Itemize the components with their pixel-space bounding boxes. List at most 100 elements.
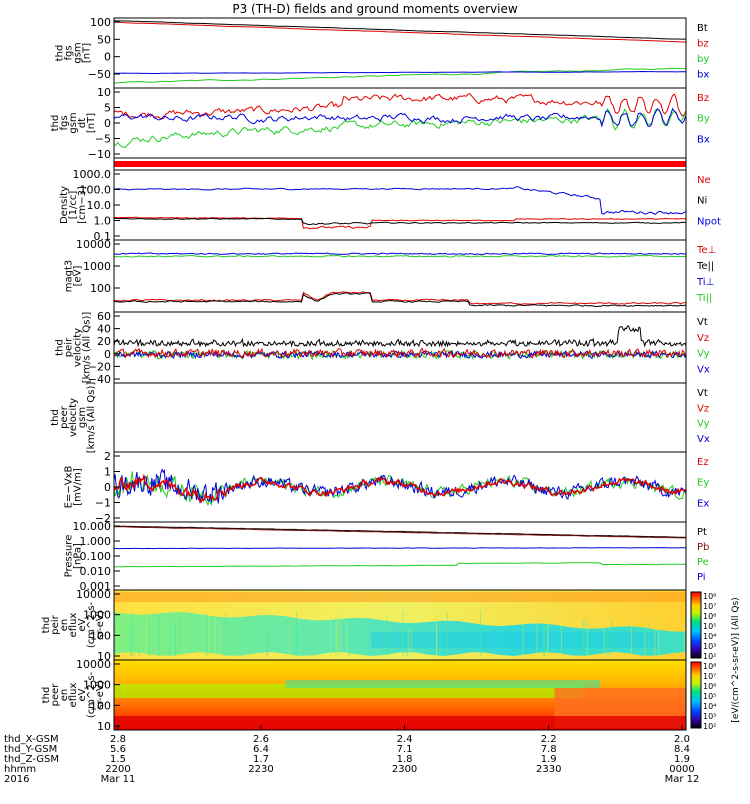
panel-peer-velocity-ylabel: velocity <box>68 398 79 437</box>
panel-efield-ylabel: [mV/m] <box>73 468 84 506</box>
colorbar-tick-label: 10⁶ <box>703 682 716 691</box>
panel-fgs-gsm-tick-label: 0 <box>104 51 111 64</box>
series-line-Bx <box>113 107 687 128</box>
series-line-bx <box>114 70 686 74</box>
panel-pressure-tick-label: 0.100 <box>80 550 112 563</box>
panel-peir-spectrogram-ylabel: eV <box>77 618 88 631</box>
series-line-Te⊥ <box>113 291 687 305</box>
panel-fgs-gsm-legend-1: bz <box>697 39 709 50</box>
panel-peir-spectrogram-ylabel: peir <box>50 614 61 634</box>
panel-fgs-dt-ylabel: fgs <box>59 115 70 130</box>
x-row-label: thd_Z-GSM <box>4 754 59 765</box>
x-tick-label: 2.2 <box>541 734 557 745</box>
x-tick-label: 7.8 <box>541 744 557 755</box>
panel-peir-spectrogram-tick-label: 1000 <box>83 609 111 622</box>
series-line-Pb <box>113 526 687 539</box>
x-tick-label: 2330 <box>536 764 561 775</box>
panel-peir-spectrogram-ylabel: en <box>59 619 70 632</box>
panel-fgs-dt-ylabel: thd <box>50 115 61 132</box>
panel-peir-velocity-tick-label: 0 <box>104 348 111 361</box>
series-line-Bt <box>113 20 686 40</box>
series-line-Pt <box>113 525 687 538</box>
panel-density-tick-label: 10.0 <box>87 199 112 212</box>
series-line-Vz <box>114 347 687 359</box>
panel-peir-spectrogram-ylabel: sr-eV) <box>95 610 106 639</box>
panel-efield-tick-label: 0 <box>104 481 111 494</box>
series-line-Te|| <box>113 292 687 308</box>
x-tick-label: 5.6 <box>110 744 126 755</box>
series-line-Pe <box>114 562 686 568</box>
panel-peir-velocity-tick-label: 20 <box>97 335 111 348</box>
panel-peer-spectrogram-tick-label: 10000 <box>76 658 111 671</box>
panel-peer-velocity-legend-2: Vy <box>697 419 710 430</box>
colorbar-label: [eV/(cm^2-s-sr-eV)] (All Qs) <box>731 597 741 722</box>
x-tick-label: 1.5 <box>110 754 126 765</box>
series-line-Vt <box>113 325 687 348</box>
panel-fgs-gsm-ylabel: [nT] <box>82 43 93 63</box>
panel-efield-legend-1: Ey <box>697 478 709 489</box>
x-tick-label: 1.9 <box>674 754 690 765</box>
panel-density-ylabel: [cm−3] <box>77 186 88 224</box>
panel-temperature-ylabel: [eV] <box>73 266 84 287</box>
x-tick-label: 2.4 <box>397 734 413 745</box>
series-line-Pi <box>114 547 687 550</box>
panel-fgs-gsm-legend-2: by <box>697 54 709 65</box>
panel-fgs-dt <box>113 87 687 159</box>
panel-temperature-legend-1: Te|| <box>696 261 714 272</box>
panel-peer-velocity-legend-0: Vt <box>697 388 708 399</box>
panel-peir-velocity-ylabel: thd <box>55 339 66 356</box>
panel-temperature-tick-label: 10000 <box>76 238 111 251</box>
panel-temperature-legend-2: Ti⊥ <box>696 277 714 288</box>
panel-peir-velocity <box>113 311 687 384</box>
ele-spectrogram-band2 <box>285 680 601 688</box>
series-line-Ti⊥ <box>113 252 687 256</box>
panel-pressure-tick-label: 10.000 <box>73 520 112 533</box>
x-tick-label: Mar 12 <box>665 774 700 785</box>
panel-density-tick-label: 100.0 <box>80 184 112 197</box>
panel-peir-spectrogram-ylabel: eflux <box>68 613 79 638</box>
panel-peer-spectrogram-tick-label: 10 <box>97 720 111 733</box>
panel-peir-velocity-ylabel: peir <box>64 337 75 357</box>
panel-peer-spectrogram-ylabel: thd <box>41 687 52 704</box>
panel-fgs-dt-legend-0: Bz <box>697 93 709 104</box>
x-tick-label: 8.4 <box>674 744 690 755</box>
panel-pressure-legend-1: Pb <box>697 542 709 553</box>
panel-peer-velocity-ylabel: [km/s (All Qs)] <box>86 382 97 454</box>
ele-spectrogram-low <box>114 716 686 730</box>
panel-fgs-gsm <box>113 17 687 89</box>
mode-bar <box>114 161 686 167</box>
panel-peer-spectrogram-tick-label: 1000 <box>83 679 111 692</box>
x-tick-label: 1.7 <box>253 754 269 765</box>
colorbar-tick-label: 10⁸ <box>703 662 716 671</box>
panel-peir-spectrogram-tick-label: 100 <box>90 629 111 642</box>
panel-efield-legend-2: Ex <box>697 498 709 509</box>
panel-fgs-dt-ylabel: dt <box>77 118 88 128</box>
colorbar-tick-label: 10⁵ <box>703 692 716 701</box>
panel-efield-ylabel: E=−VxB <box>64 466 75 509</box>
panel-peer-spectrogram-ylabel: eflux <box>68 683 79 708</box>
panel-fgs-gsm-tick-label: 100 <box>90 16 111 29</box>
panel-peir-velocity-tick-label: −40 <box>88 373 111 386</box>
panel-peer-spectrogram-ylabel: eV <box>77 688 88 701</box>
panel-temperature-legend-3: Ti|| <box>696 293 712 304</box>
panel-fgs-dt-tick-label: 0 <box>104 117 111 130</box>
x-row-label: thd_X-GSM <box>4 734 59 745</box>
x-row-label: 2016 <box>4 774 29 785</box>
panel-fgs-dt-tick-label: −5 <box>95 133 111 146</box>
panel-pressure-tick-label: 0.001 <box>80 580 112 593</box>
x-tick-label: 6.4 <box>253 744 269 755</box>
x-tick-label: 1.9 <box>541 754 557 765</box>
colorbar-tick-label: 10³ <box>703 642 716 651</box>
panel-pressure-legend-3: Pi <box>697 572 706 583</box>
colorbar-tick-label: 10⁷ <box>703 672 716 681</box>
series-line-bz <box>113 21 687 43</box>
x-tick-label: 2200 <box>105 764 130 775</box>
panel-fgs-dt-legend-1: By <box>697 114 710 125</box>
panel-fgs-dt-tick-label: 10 <box>97 86 111 99</box>
colorbar-tick-label: 10⁶ <box>703 612 716 621</box>
colorbar-1 <box>690 661 702 729</box>
x-tick-label: 2.6 <box>253 734 269 745</box>
panel-temperature-tick-label: 100 <box>90 282 111 295</box>
panel-density-legend-1: Ni <box>697 196 707 207</box>
